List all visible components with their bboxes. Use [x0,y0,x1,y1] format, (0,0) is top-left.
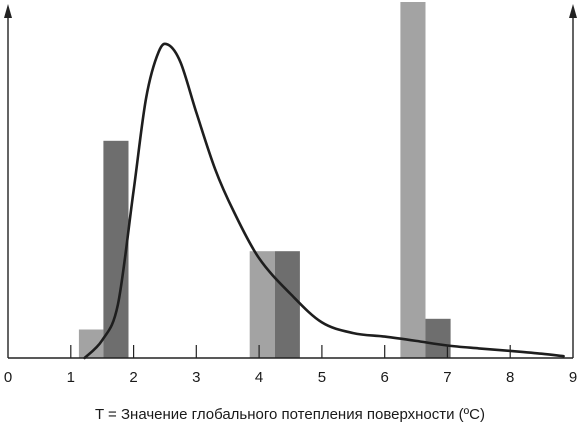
x-tick-label-6: 6 [381,369,389,386]
x-tick-label-5: 5 [318,369,326,386]
curve-layer [83,42,565,360]
x-tick-label-9: 9 [569,369,577,386]
bar-dark-1 [103,140,129,358]
labels-layer: 0 1 2 3 4 5 6 7 8 9 [4,369,577,386]
x-tick-label-0: 0 [4,369,12,386]
x-tick-label-4: 4 [255,369,263,386]
bar-dark-3 [274,251,300,358]
x-axis-title: T = Значение глобального потепления пове… [95,406,485,423]
x-tick-label-2: 2 [129,369,137,386]
bar-light-4 [400,2,426,358]
y-axis-left-arrow-icon [4,4,12,18]
axes-layer [4,4,577,359]
distribution-curve [83,42,565,360]
x-tick-label-8: 8 [506,369,514,386]
x-tick-label-1: 1 [67,369,75,386]
bars-layer [78,2,451,358]
x-tick-label-7: 7 [443,369,451,386]
bar-dark-5 [425,318,451,358]
bar-light-2 [249,251,275,358]
y-axis-right-arrow-icon [569,4,577,18]
x-tick-label-3: 3 [192,369,200,386]
